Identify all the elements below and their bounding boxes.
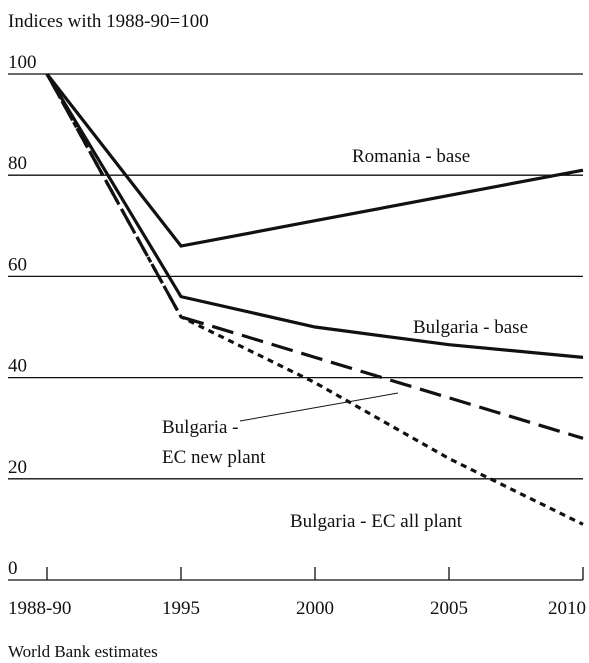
x-tick-label: 1995 [162, 598, 200, 619]
leader-line [239, 392, 399, 422]
annotation: Bulgaria - base [413, 317, 528, 338]
annotation: EC new plant [162, 447, 266, 468]
series-line [45, 73, 584, 440]
annotation: Bulgaria - EC all plant [290, 511, 463, 532]
y-tick-label: 80 [8, 153, 27, 174]
source-note: World Bank estimates [8, 642, 158, 661]
series-line [45, 73, 584, 359]
y-tick-label: 0 [8, 558, 18, 579]
x-tick-label: 2010 [548, 598, 586, 619]
y-tick-label: 40 [8, 356, 27, 377]
y-tick-label: 20 [8, 457, 27, 478]
x-tick-label: 2000 [296, 598, 334, 619]
y-tick-label: 60 [8, 254, 27, 275]
x-tick-label: 1988-90 [8, 598, 71, 619]
annotation: Romania - base [352, 146, 470, 167]
y-tick-label: 100 [8, 52, 37, 73]
series-line [45, 73, 584, 248]
series-line [45, 73, 584, 526]
x-tick-label: 2005 [430, 598, 468, 619]
chart-title: Indices with 1988-90=100 [8, 11, 209, 32]
annotation: Bulgaria - [162, 417, 239, 438]
